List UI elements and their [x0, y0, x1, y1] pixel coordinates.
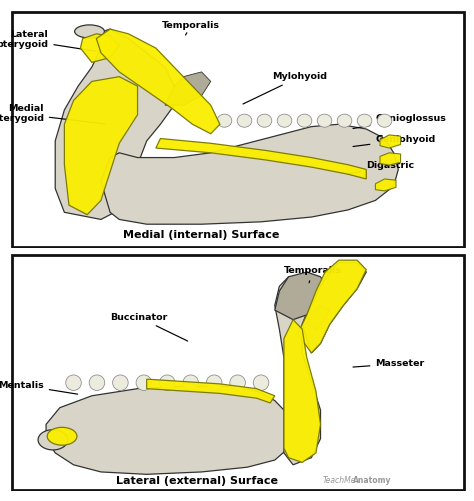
Polygon shape [46, 386, 293, 474]
Ellipse shape [113, 375, 128, 390]
Text: Digastric: Digastric [348, 161, 414, 174]
Polygon shape [375, 179, 396, 191]
Polygon shape [156, 139, 366, 179]
Text: Masseter: Masseter [353, 359, 425, 368]
Ellipse shape [75, 25, 104, 38]
Ellipse shape [253, 375, 269, 390]
Ellipse shape [230, 375, 246, 390]
Polygon shape [146, 379, 275, 403]
Polygon shape [275, 277, 320, 465]
Ellipse shape [66, 375, 82, 390]
FancyBboxPatch shape [12, 12, 464, 247]
Ellipse shape [337, 114, 352, 127]
Text: Anatomy: Anatomy [354, 476, 392, 485]
Polygon shape [380, 135, 401, 148]
Polygon shape [81, 34, 119, 63]
Polygon shape [64, 77, 137, 214]
Polygon shape [302, 263, 366, 353]
FancyBboxPatch shape [12, 255, 464, 490]
Text: Medial
pterygoid: Medial pterygoid [0, 104, 105, 124]
Ellipse shape [297, 114, 312, 127]
Text: Lateral
pterygoid: Lateral pterygoid [0, 30, 96, 51]
Text: Temporalis: Temporalis [162, 21, 220, 35]
Text: Mentalis: Mentalis [0, 381, 78, 394]
Text: Lateral (external) Surface: Lateral (external) Surface [116, 476, 278, 486]
Text: Temporalis: Temporalis [284, 267, 342, 283]
Ellipse shape [206, 375, 222, 390]
Ellipse shape [257, 114, 272, 127]
Ellipse shape [317, 114, 332, 127]
Ellipse shape [357, 114, 372, 127]
Ellipse shape [89, 375, 105, 390]
Polygon shape [298, 260, 366, 353]
Ellipse shape [38, 430, 68, 450]
Polygon shape [101, 124, 398, 224]
Ellipse shape [160, 375, 175, 390]
Polygon shape [275, 272, 329, 320]
Text: TeachMe: TeachMe [323, 476, 356, 485]
Text: Genioglossus: Genioglossus [353, 114, 447, 129]
Polygon shape [307, 306, 329, 329]
Ellipse shape [237, 114, 252, 127]
Ellipse shape [277, 114, 292, 127]
Polygon shape [165, 72, 211, 105]
Ellipse shape [217, 114, 232, 127]
Polygon shape [55, 29, 174, 219]
Text: Medial (internal) Surface: Medial (internal) Surface [123, 230, 280, 240]
Polygon shape [284, 320, 320, 462]
Text: Geniohyoid: Geniohyoid [353, 135, 436, 146]
Ellipse shape [47, 427, 77, 445]
Ellipse shape [377, 114, 392, 127]
Ellipse shape [136, 375, 152, 390]
Text: Mylohyoid: Mylohyoid [243, 72, 328, 104]
Polygon shape [380, 153, 401, 165]
Polygon shape [96, 29, 220, 134]
Text: Buccinator: Buccinator [110, 313, 188, 341]
Ellipse shape [183, 375, 199, 390]
